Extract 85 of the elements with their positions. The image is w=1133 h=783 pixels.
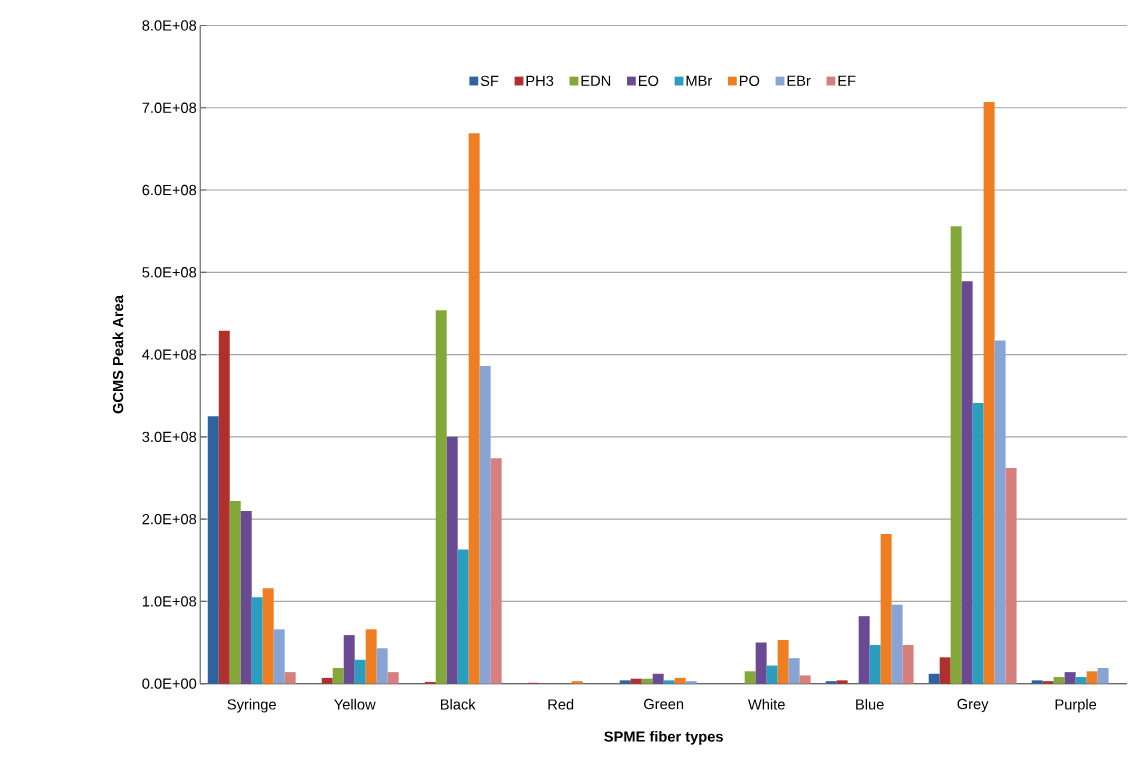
bar	[229, 501, 241, 684]
x-tick-label: Syringe	[227, 699, 276, 713]
y-axis-title: GCMS Peak Area	[112, 295, 124, 414]
bar	[755, 642, 767, 684]
x-tick-label: Green	[644, 699, 684, 710]
y-tick-label: 4.0E+08	[142, 349, 197, 360]
bar	[479, 366, 491, 684]
x-tick-label: Grey	[957, 699, 989, 713]
bar	[457, 549, 469, 684]
bar	[799, 675, 811, 684]
bar	[251, 597, 263, 684]
x-tick-label: Yellow	[334, 699, 376, 710]
bar	[273, 629, 285, 684]
y-tick-label: 7.0E+08	[142, 102, 197, 114]
bar	[321, 678, 333, 684]
bar	[836, 680, 848, 684]
bar	[387, 672, 399, 684]
legend-label: PO	[739, 75, 760, 87]
bar	[858, 616, 870, 684]
bar	[365, 629, 377, 684]
bar	[891, 604, 903, 684]
bar	[354, 659, 366, 684]
bar	[1005, 468, 1017, 684]
bar	[1086, 671, 1098, 684]
x-tick-label: Black	[440, 699, 476, 710]
legend-label: EDN	[581, 75, 611, 86]
y-tick-label: 3.0E+08	[142, 431, 197, 443]
y-tick-label: 1.0E+08	[142, 596, 197, 607]
bar	[869, 645, 881, 684]
bar	[641, 678, 653, 684]
bar	[983, 102, 995, 684]
x-tick-label: White	[747, 699, 785, 710]
legend-label: EF	[838, 75, 856, 86]
bar	[284, 672, 296, 684]
bar	[1042, 681, 1054, 684]
bar	[1031, 680, 1043, 684]
y-tick-label: 6.0E+08	[142, 184, 197, 196]
bar	[262, 588, 274, 684]
bar	[685, 681, 697, 684]
bar	[218, 330, 230, 684]
y-tick-label: 5.0E+08	[142, 267, 197, 278]
bar	[1075, 677, 1087, 684]
x-tick-label: Purple	[1055, 699, 1097, 713]
bar	[950, 226, 962, 684]
bar	[652, 673, 664, 684]
bar	[766, 665, 778, 684]
bar	[376, 648, 388, 684]
bar	[663, 680, 675, 684]
bar	[788, 658, 800, 684]
legend-label: MBr	[686, 75, 713, 86]
x-axis-title: SPME fiber types	[604, 731, 723, 745]
bar	[332, 668, 344, 684]
legend-label: PH3	[526, 75, 554, 87]
bar	[343, 635, 355, 684]
y-tick-label: 2.0E+08	[142, 514, 197, 525]
x-tick-label: Blue	[856, 699, 884, 710]
y-tick-label: 8.0E+08	[142, 20, 197, 31]
bar	[928, 673, 940, 684]
bar	[571, 681, 583, 684]
bar	[674, 678, 686, 684]
bar	[994, 340, 1006, 684]
bar	[240, 511, 252, 684]
bar	[961, 281, 973, 684]
bar	[972, 403, 984, 684]
bar	[468, 133, 480, 684]
bar	[207, 416, 219, 684]
bar	[825, 681, 837, 684]
legend-label: EBr	[787, 75, 811, 86]
legend-label: EO	[638, 75, 659, 87]
bar	[939, 657, 951, 684]
bar	[1064, 672, 1076, 684]
bar	[490, 458, 502, 684]
legend-label: SF	[480, 75, 499, 87]
bar	[902, 645, 914, 684]
bar	[744, 671, 756, 684]
bar	[630, 678, 642, 684]
bar	[1053, 677, 1065, 684]
bar	[446, 436, 458, 684]
bar	[619, 680, 631, 684]
bar	[435, 310, 447, 684]
x-tick-label: Red	[548, 699, 574, 710]
y-tick-label: 0.0E+00	[142, 678, 197, 689]
bar	[880, 534, 892, 684]
bar	[1097, 668, 1109, 684]
bar	[777, 640, 789, 684]
